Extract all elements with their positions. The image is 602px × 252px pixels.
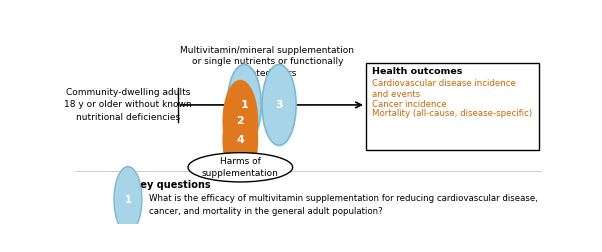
Ellipse shape: [227, 65, 261, 145]
Text: 1: 1: [240, 100, 248, 110]
Text: Cancer incidence: Cancer incidence: [372, 100, 447, 109]
Text: 2: 2: [237, 116, 244, 126]
Text: Community-dwelling adults
18 y or older without known
nutritional deficiencies: Community-dwelling adults 18 y or older …: [64, 88, 192, 122]
Text: Harms of
supplementation: Harms of supplementation: [202, 157, 279, 178]
Ellipse shape: [114, 167, 142, 233]
Ellipse shape: [223, 100, 258, 181]
Text: Key questions: Key questions: [134, 180, 211, 190]
Text: Cardiovascular disease incidence: Cardiovascular disease incidence: [372, 79, 516, 88]
Ellipse shape: [262, 65, 296, 145]
Text: Multivitamin/mineral supplementation
or single nutrients or functionally
related: Multivitamin/mineral supplementation or …: [181, 46, 355, 78]
Text: What is the efficacy of multivitamin supplementation for reducing cardiovascular: What is the efficacy of multivitamin sup…: [149, 194, 538, 216]
Text: and events: and events: [372, 90, 420, 99]
Text: Mortality (all-cause, disease-specific): Mortality (all-cause, disease-specific): [372, 109, 532, 118]
Text: Health outcomes: Health outcomes: [372, 67, 462, 76]
Text: 4: 4: [237, 135, 244, 145]
Text: 3: 3: [275, 100, 283, 110]
Ellipse shape: [188, 153, 293, 182]
Text: 1: 1: [125, 195, 131, 205]
Ellipse shape: [223, 81, 258, 162]
Bar: [366, 62, 539, 150]
